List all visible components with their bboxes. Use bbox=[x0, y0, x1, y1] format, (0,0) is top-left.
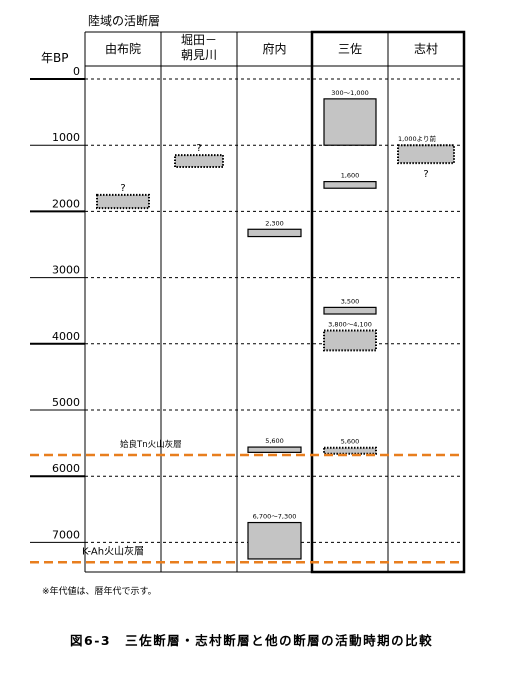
tick-label: 3000 bbox=[52, 264, 80, 277]
event-label: 5,600 bbox=[265, 437, 284, 445]
column-header: 朝見川 bbox=[181, 48, 217, 62]
region-header: 陸域の活断層 bbox=[88, 13, 160, 28]
event-bar bbox=[247, 521, 302, 560]
event-label: 300～1,000 bbox=[331, 89, 369, 97]
event-label: 1,000より前 bbox=[398, 134, 436, 143]
tick-label: 6000 bbox=[52, 462, 80, 475]
marker-label: 姶良Tn火山灰層 bbox=[120, 439, 182, 450]
y-axis-label: 年BP bbox=[41, 51, 68, 65]
uncertain-mark: ? bbox=[423, 169, 428, 180]
event-bar bbox=[323, 98, 377, 146]
event-label: 3,800～4,100 bbox=[328, 321, 372, 329]
event-bars: ?? 2,300 5,600 6,700～7,300 300～1,000 1,600 3,5… bbox=[96, 89, 455, 560]
event-bar bbox=[323, 446, 377, 455]
y-axis: 0 1000 2000 3000 4000 5000 6000 7000 年BP bbox=[30, 51, 464, 543]
tick-label: 4000 bbox=[52, 330, 80, 343]
event-bar bbox=[323, 181, 377, 189]
event-bar bbox=[96, 193, 150, 210]
event-bar bbox=[247, 228, 302, 238]
tick-label: 7000 bbox=[52, 528, 80, 541]
column-header: 三佐 bbox=[338, 42, 362, 56]
figure-caption: 図6-3 三佐断層・志村断層と他の断層の活動時期の比較 bbox=[70, 633, 434, 648]
column-header: 志村 bbox=[414, 42, 438, 56]
footnote: ※年代値は、暦年代で示す。 bbox=[42, 587, 157, 597]
event-label: ? bbox=[120, 183, 125, 194]
highlight-box bbox=[310, 30, 466, 574]
event-label: ? bbox=[196, 143, 201, 154]
chart-frame bbox=[84, 30, 466, 574]
marker-label: K-Ah火山灰層 bbox=[82, 544, 144, 557]
event-bar bbox=[247, 446, 302, 453]
marker-layers: 姶良Tn火山灰層 K-Ah火山灰層 bbox=[30, 439, 464, 564]
tick-label: 1000 bbox=[52, 131, 80, 144]
event-bar bbox=[397, 144, 455, 165]
event-bar bbox=[323, 306, 377, 315]
tick-label: 5000 bbox=[52, 396, 80, 409]
event-label: 3,500 bbox=[341, 297, 360, 305]
event-bar bbox=[323, 329, 377, 352]
event-label: 6,700～7,300 bbox=[253, 513, 297, 521]
column-header: 由布院 bbox=[105, 42, 141, 56]
event-label: 1,600 bbox=[341, 172, 360, 180]
tick-label: 0 bbox=[73, 65, 80, 78]
event-label: 2,300 bbox=[265, 219, 284, 227]
tick-label: 2000 bbox=[52, 197, 80, 210]
event-label: 5,600 bbox=[341, 438, 360, 446]
column-header: 堀田－ bbox=[181, 32, 217, 47]
column-headers: 由布院 堀田－朝見川 府内 三佐 志村 bbox=[105, 32, 438, 62]
column-header: 府内 bbox=[262, 41, 286, 56]
event-bar bbox=[174, 154, 224, 169]
